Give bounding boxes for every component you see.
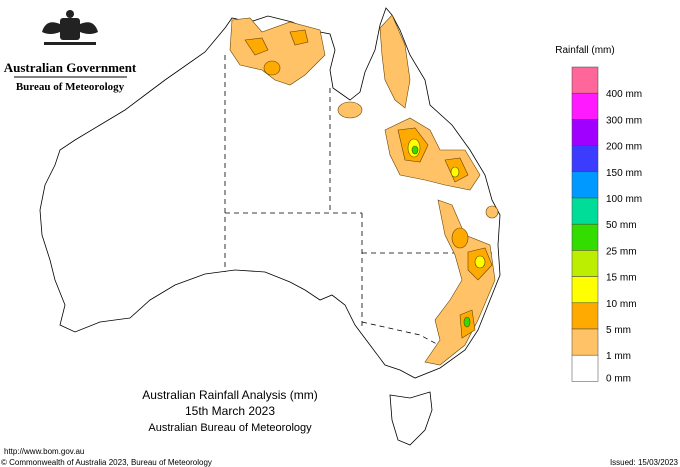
legend-swatch: [571, 223, 599, 251]
legend-label: 150 mm: [606, 168, 642, 179]
australia-map: [39, 7, 501, 446]
map-date: 15th March 2023: [185, 404, 275, 418]
legend-label: 5 mm: [606, 325, 631, 336]
legend-label: 300 mm: [606, 115, 642, 126]
legend-label: 100 mm: [606, 194, 642, 205]
legend-label: 1 mm: [606, 351, 631, 362]
agency: Australian Government: [4, 60, 137, 75]
footer-url: http://www.bom.gov.au: [4, 447, 84, 456]
legend-swatch: [571, 171, 599, 199]
legend-label: 10 mm: [606, 299, 637, 310]
rainfall-areas: [229, 14, 499, 366]
bureau: Bureau of Meteorology: [16, 81, 125, 93]
legend-label: 0 mm: [606, 373, 631, 384]
legend-label: 15 mm: [606, 273, 637, 284]
legend-swatch: [571, 119, 599, 146]
legend-swatch: [571, 92, 599, 120]
legend-label: 50 mm: [606, 220, 637, 231]
legend: 400 mm 300 mm 200 mm 150 mm 100 mm 50 mm 25 mm…: [571, 66, 642, 384]
legend-label: 25 mm: [606, 246, 637, 257]
legend-label: 200 mm: [606, 142, 642, 153]
crest: [42, 10, 98, 45]
legend-swatch: [571, 354, 599, 382]
map-title: Australian Rainfall Analysis (mm): [142, 388, 317, 402]
map-source: Australian Bureau of Meteorology: [148, 422, 312, 434]
legend-label: 400 mm: [606, 89, 642, 100]
legend-swatch: [571, 276, 599, 304]
legend-swatch: [571, 66, 599, 94]
legend-swatch: [571, 302, 599, 330]
legend-title: Rainfall (mm): [555, 45, 614, 56]
footer-copyright: © Commonwealth of Australia 2023, Bureau…: [1, 458, 212, 467]
footer-issued: Issued: 15/03/2023: [610, 458, 679, 467]
legend-swatch: [571, 250, 599, 277]
legend-swatch: [571, 328, 599, 356]
legend-swatch: [571, 197, 599, 225]
legend-swatch: [571, 145, 599, 173]
